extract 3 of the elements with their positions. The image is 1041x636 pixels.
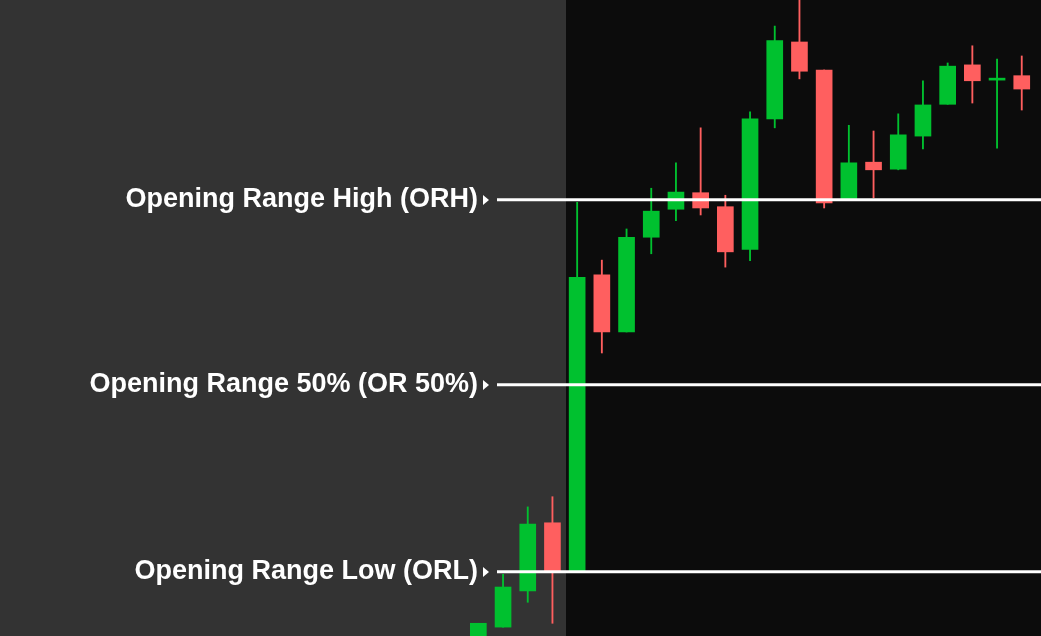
- ref-line-label: Opening Range High (ORH): [125, 183, 478, 214]
- ref-line-label: Opening Range Low (ORL): [134, 555, 478, 586]
- ref-line-label: Opening Range 50% (OR 50%): [89, 368, 478, 399]
